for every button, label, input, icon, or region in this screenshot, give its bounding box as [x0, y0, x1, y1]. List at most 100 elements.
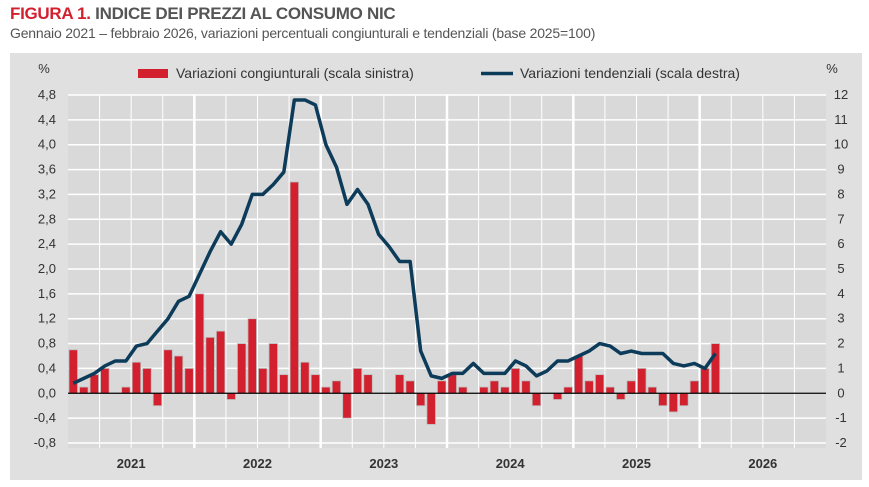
left-tick-label: 0,8: [38, 336, 56, 351]
bar: [437, 380, 447, 394]
bar: [605, 386, 615, 394]
bar: [173, 355, 184, 394]
right-tick-label: 0: [837, 385, 844, 400]
bar: [426, 392, 436, 425]
bar: [689, 380, 700, 394]
bar: [258, 368, 268, 394]
trend-line: [72, 98, 717, 385]
bar: [679, 392, 689, 407]
bar: [352, 368, 363, 394]
bar: [89, 374, 99, 394]
bar: [573, 355, 584, 394]
bar: [289, 181, 300, 394]
legend-label-bars: Variazioni congiunturali (scala sinistra…: [176, 65, 414, 81]
bar: [479, 386, 489, 394]
left-tick-label: 1,6: [38, 286, 56, 301]
bar: [447, 374, 457, 394]
bar: [310, 374, 321, 394]
right-tick-label: -2: [835, 435, 847, 450]
year-label: 2022: [243, 456, 272, 471]
right-tick-label: 10: [834, 137, 848, 152]
left-tick-label: 4,4: [38, 112, 56, 127]
left-tick-label: 0,4: [38, 360, 56, 375]
bar: [237, 343, 247, 394]
year-label: 2021: [117, 456, 146, 471]
right-tick-label: 8: [837, 186, 844, 201]
left-tick-label: 3,2: [38, 186, 56, 201]
left-tick-label: 4,0: [38, 137, 56, 152]
right-tick-label: 12: [834, 87, 848, 102]
figure-subtitle: Gennaio 2021 – febbraio 2026, variazioni…: [10, 25, 596, 41]
bar: [279, 374, 289, 394]
figure-label: FIGURA 1.: [10, 4, 91, 23]
bar: [152, 392, 163, 407]
bar: [594, 374, 605, 394]
bar: [616, 392, 626, 400]
year-label: 2023: [369, 456, 398, 471]
left-tick-label: 3,6: [38, 162, 56, 177]
right-tick-label: 3: [837, 311, 844, 326]
right-tick-label: -1: [835, 410, 847, 425]
right-tick-label: 9: [837, 162, 844, 177]
left-tick-label: 4,8: [38, 87, 56, 102]
bar: [79, 386, 89, 394]
bar: [331, 380, 342, 394]
bar: [647, 386, 657, 394]
bar: [531, 392, 542, 407]
bar: [131, 361, 142, 394]
bar: [521, 380, 531, 394]
bar: [321, 386, 331, 394]
left-tick-label: 2,4: [38, 236, 56, 251]
right-tick-label: 6: [837, 236, 844, 251]
bar: [121, 386, 131, 394]
bar: [300, 361, 310, 394]
bar: [416, 392, 426, 407]
bar: [163, 349, 173, 394]
bar: [489, 380, 500, 394]
left-unit-label: %: [38, 61, 50, 76]
bar: [142, 368, 152, 394]
left-tick-label: 0,0: [38, 385, 56, 400]
bar: [363, 374, 373, 394]
bar: [394, 374, 405, 394]
legend-swatch-bars: [138, 69, 168, 78]
bar: [68, 349, 78, 394]
right-tick-label: 7: [837, 211, 844, 226]
left-tick-label: -0,4: [34, 410, 56, 425]
bar: [226, 392, 236, 400]
left-tick-label: -0,8: [34, 435, 56, 450]
bar: [626, 380, 636, 394]
bar: [700, 368, 710, 394]
bar: [268, 343, 278, 394]
year-label: 2024: [496, 456, 526, 471]
bar: [458, 386, 468, 394]
bar: [637, 368, 647, 394]
year-label: 2026: [748, 456, 777, 471]
legend-label-line: Variazioni tendenziali (scala destra): [520, 65, 740, 81]
bar: [100, 368, 110, 394]
bar: [668, 392, 679, 413]
right-tick-label: 4: [837, 286, 844, 301]
bar: [552, 392, 563, 400]
right-tick-label: 11: [834, 112, 848, 127]
left-tick-label: 1,2: [38, 311, 56, 326]
right-tick-label: 2: [837, 336, 844, 351]
left-tick-label: 2,8: [38, 211, 56, 226]
bar: [584, 380, 594, 394]
bar: [215, 330, 226, 394]
left-tick-label: 2,0: [38, 261, 56, 276]
bar: [342, 392, 352, 419]
right-unit-label: %: [826, 61, 838, 76]
right-tick-label: 5: [837, 261, 844, 276]
bar: [563, 386, 573, 394]
bar: [405, 380, 415, 394]
right-tick-label: 1: [837, 360, 844, 375]
bar: [205, 336, 215, 394]
bar: [710, 343, 721, 394]
figure-title-text: INDICE DEI PREZZI AL CONSUMO NIC: [95, 4, 396, 23]
bar: [658, 392, 668, 407]
bar: [184, 368, 194, 394]
bar: [500, 386, 510, 394]
year-label: 2025: [622, 456, 651, 471]
